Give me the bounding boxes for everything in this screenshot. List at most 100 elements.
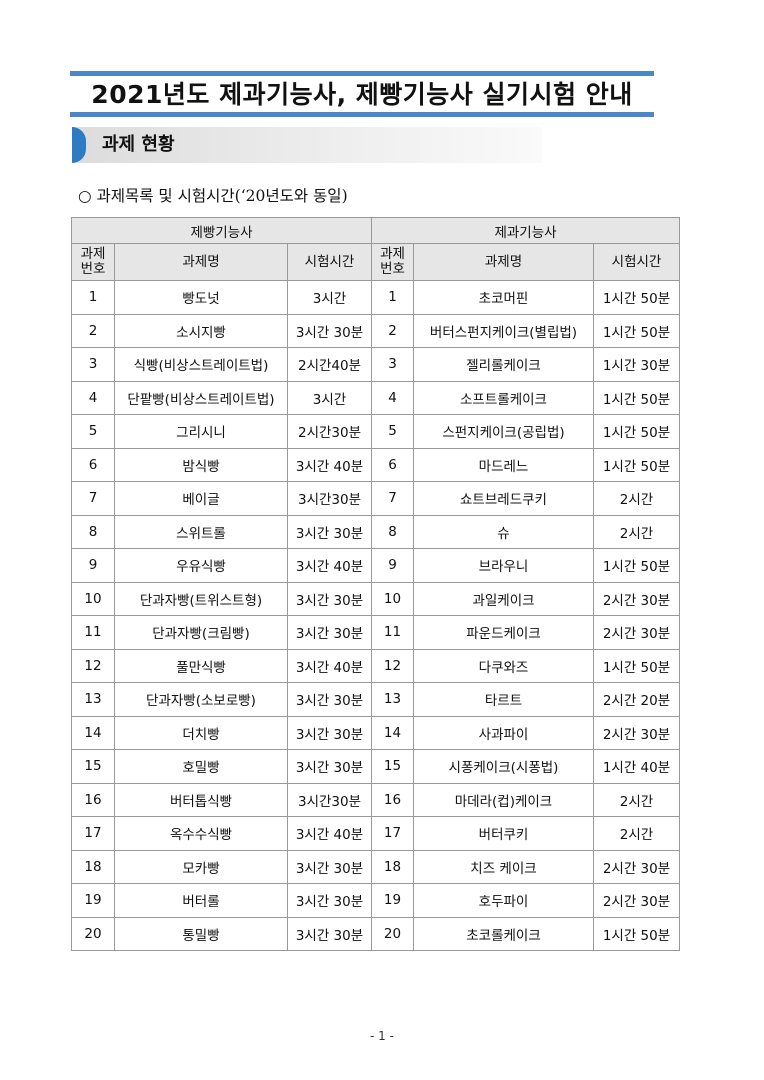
confectionery-task-name: 시퐁케이크(시퐁법) <box>413 749 594 784</box>
table-row: 3 식빵(비상스트레이트법) 2시간40분 3 젤리롤케이크 1시간 30분 <box>71 347 680 382</box>
bread-task-number: 9 <box>71 548 115 583</box>
confectionery-task-name: 스펀지케이크(공립법) <box>413 414 594 449</box>
confectionery-task-number: 9 <box>371 548 414 583</box>
confectionery-task-name: 과일케이크 <box>413 581 594 616</box>
col-header-time: 시험시간 <box>287 243 372 281</box>
bread-exam-time: 3시간 40분 <box>287 548 372 583</box>
title-bottom-rule <box>70 112 654 117</box>
confectionery-task-number: 10 <box>371 581 414 616</box>
bread-exam-time: 3시간 30분 <box>287 916 372 951</box>
bread-exam-time: 3시간 40분 <box>287 648 372 683</box>
table-row: 20 통밀빵 3시간 30분 20 초코롤케이크 1시간 50분 <box>71 916 680 951</box>
subtitle: ○ 과제목록 및 시험시간(‘20년도와 동일) <box>78 187 348 205</box>
bread-task-number: 13 <box>71 682 115 717</box>
bread-task-number: 18 <box>71 849 115 884</box>
bread-exam-time: 3시간 30분 <box>287 313 372 348</box>
confectionery-task-number: 3 <box>371 347 414 382</box>
table-row: 16 버터톱식빵 3시간30분 16 마데라(컵)케이크 2시간 <box>71 782 680 817</box>
bread-exam-time: 3시간 40분 <box>287 816 372 851</box>
bread-task-name: 더치빵 <box>114 715 288 750</box>
bread-task-number: 2 <box>71 313 115 348</box>
bread-task-number: 8 <box>71 514 115 549</box>
group-header-bread: 제빵기능사 <box>71 217 372 244</box>
title-top-rule <box>70 71 654 76</box>
table-row: 2 소시지빵 3시간 30분 2 버터스펀지케이크(별립법) 1시간 50분 <box>71 313 680 348</box>
bread-task-name: 옥수수식빵 <box>114 816 288 851</box>
table-row: 18 모카빵 3시간 30분 18 치즈 케이크 2시간 30분 <box>71 849 680 884</box>
bread-task-name: 단팥빵(비상스트레이트법) <box>114 380 288 415</box>
bread-exam-time: 3시간 30분 <box>287 715 372 750</box>
confectionery-exam-time: 1시간 50분 <box>593 447 680 482</box>
confectionery-task-number: 13 <box>371 682 414 717</box>
confectionery-task-number: 8 <box>371 514 414 549</box>
bread-task-name: 통밀빵 <box>114 916 288 951</box>
table-row: 1 빵도넛 3시간 1 초코머핀 1시간 50분 <box>71 280 680 315</box>
confectionery-task-name: 초코롤케이크 <box>413 916 594 951</box>
confectionery-task-name: 마드레느 <box>413 447 594 482</box>
table-row: 10 단과자빵(트위스트형) 3시간 30분 10 과일케이크 2시간 30분 <box>71 581 680 616</box>
bread-task-name: 단과자빵(크림빵) <box>114 615 288 650</box>
confectionery-exam-time: 1시간 40분 <box>593 749 680 784</box>
confectionery-task-name: 슈 <box>413 514 594 549</box>
confectionery-task-name: 젤리롤케이크 <box>413 347 594 382</box>
confectionery-task-number: 18 <box>371 849 414 884</box>
confectionery-exam-time: 1시간 50분 <box>593 313 680 348</box>
confectionery-exam-time: 2시간 <box>593 514 680 549</box>
table-row: 13 단과자빵(소보로빵) 3시간 30분 13 타르트 2시간 20분 <box>71 682 680 717</box>
bread-task-name: 빵도넛 <box>114 280 288 315</box>
bread-task-name: 버터롤 <box>114 883 288 918</box>
table-row: 6 밤식빵 3시간 40분 6 마드레느 1시간 50분 <box>71 447 680 482</box>
col-header-number: 과제 번호 <box>71 243 115 281</box>
confectionery-task-name: 버터쿠키 <box>413 816 594 851</box>
table-row: 11 단과자빵(크림빵) 3시간 30분 11 파운드케이크 2시간 30분 <box>71 615 680 650</box>
bread-task-name: 모카빵 <box>114 849 288 884</box>
confectionery-exam-time: 2시간 30분 <box>593 615 680 650</box>
confectionery-task-number: 6 <box>371 447 414 482</box>
confectionery-exam-time: 1시간 50분 <box>593 414 680 449</box>
col-header-name: 과제명 <box>114 243 288 281</box>
confectionery-task-number: 7 <box>371 481 414 516</box>
confectionery-task-number: 11 <box>371 615 414 650</box>
confectionery-task-number: 2 <box>371 313 414 348</box>
confectionery-exam-time: 2시간 30분 <box>593 715 680 750</box>
table-row: 8 스위트롤 3시간 30분 8 슈 2시간 <box>71 514 680 549</box>
confectionery-task-name: 타르트 <box>413 682 594 717</box>
bread-task-number: 20 <box>71 916 115 951</box>
confectionery-task-name: 버터스펀지케이크(별립법) <box>413 313 594 348</box>
bread-exam-time: 3시간30분 <box>287 782 372 817</box>
bread-task-number: 3 <box>71 347 115 382</box>
confectionery-task-number: 16 <box>371 782 414 817</box>
confectionery-exam-time: 1시간 50분 <box>593 280 680 315</box>
confectionery-exam-time: 2시간 <box>593 782 680 817</box>
bread-task-name: 단과자빵(소보로빵) <box>114 682 288 717</box>
table-row: 9 우유식빵 3시간 40분 9 브라우니 1시간 50분 <box>71 548 680 583</box>
confectionery-task-name: 파운드케이크 <box>413 615 594 650</box>
confectionery-task-number: 14 <box>371 715 414 750</box>
confectionery-task-number: 19 <box>371 883 414 918</box>
bread-task-number: 12 <box>71 648 115 683</box>
bread-task-number: 7 <box>71 481 115 516</box>
table-row: 15 호밀빵 3시간 30분 15 시퐁케이크(시퐁법) 1시간 40분 <box>71 749 680 784</box>
bread-exam-time: 3시간 <box>287 380 372 415</box>
bread-task-name: 밤식빵 <box>114 447 288 482</box>
confectionery-task-number: 5 <box>371 414 414 449</box>
bread-task-number: 19 <box>71 883 115 918</box>
confectionery-task-number: 20 <box>371 916 414 951</box>
bread-exam-time: 3시간 30분 <box>287 849 372 884</box>
bread-task-name: 식빵(비상스트레이트법) <box>114 347 288 382</box>
confectionery-task-name: 브라우니 <box>413 548 594 583</box>
bread-exam-time: 3시간 40분 <box>287 447 372 482</box>
bread-task-number: 16 <box>71 782 115 817</box>
bread-exam-time: 3시간30분 <box>287 481 372 516</box>
table-row: 17 옥수수식빵 3시간 40분 17 버터쿠키 2시간 <box>71 816 680 851</box>
confectionery-exam-time: 1시간 50분 <box>593 548 680 583</box>
confectionery-task-name: 호두파이 <box>413 883 594 918</box>
bread-exam-time: 3시간 30분 <box>287 581 372 616</box>
bread-exam-time: 3시간 30분 <box>287 514 372 549</box>
bread-exam-time: 3시간 30분 <box>287 749 372 784</box>
confectionery-exam-time: 2시간 30분 <box>593 883 680 918</box>
confectionery-task-name: 초코머핀 <box>413 280 594 315</box>
confectionery-task-number: 12 <box>371 648 414 683</box>
bread-task-number: 4 <box>71 380 115 415</box>
bread-exam-time: 3시간 30분 <box>287 883 372 918</box>
